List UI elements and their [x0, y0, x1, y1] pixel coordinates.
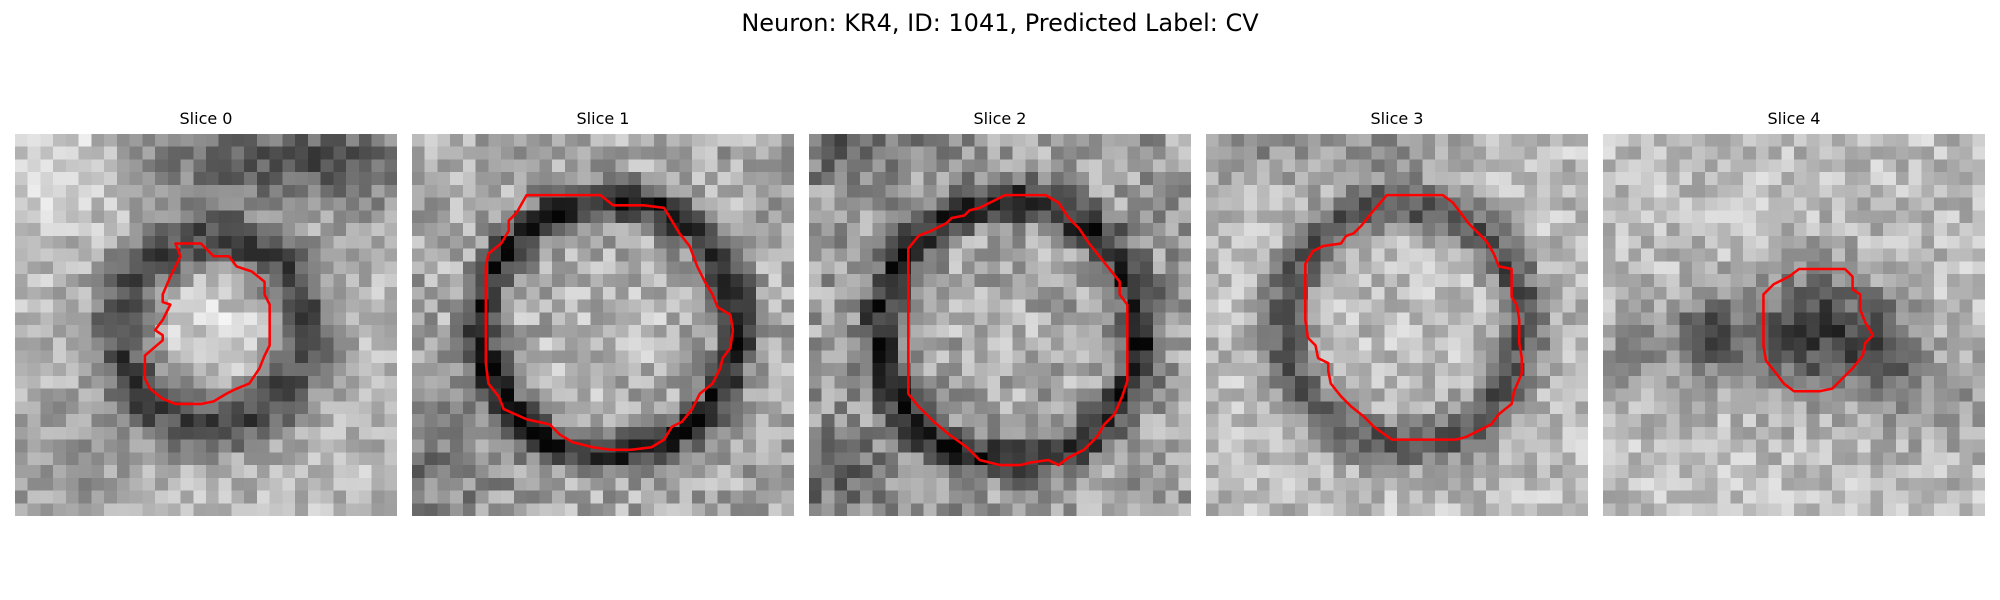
- slice-image: [809, 134, 1191, 516]
- slice-title: Slice 1: [576, 109, 630, 128]
- slice-title: Slice 3: [1370, 109, 1424, 128]
- slice-title: Slice 4: [1767, 109, 1821, 128]
- cell-contour: [1762, 267, 1875, 393]
- cell-contour: [1304, 193, 1524, 441]
- slice-panel-0: Slice 0: [15, 108, 397, 516]
- pixel-grid: [15, 134, 397, 516]
- cell-contour: [484, 193, 735, 452]
- cell-contour: [143, 242, 271, 406]
- cell-contour: [907, 193, 1129, 467]
- slice-image: [412, 134, 794, 516]
- pixel-grid: [809, 134, 1191, 516]
- pixel-grid: [1206, 134, 1588, 516]
- slice-panel-2: Slice 2: [809, 108, 1191, 516]
- slice-image: [1603, 134, 1985, 516]
- pixel-grid: [412, 134, 794, 516]
- slice-panel-4: Slice 4: [1603, 108, 1985, 516]
- slice-image: [1206, 134, 1588, 516]
- slice-panel-1: Slice 1: [412, 108, 794, 516]
- figure-title: Neuron: KR4, ID: 1041, Predicted Label: …: [741, 9, 1259, 37]
- pixel-grid: [1603, 134, 1985, 516]
- slice-title: Slice 0: [179, 109, 233, 128]
- slice-image: [15, 134, 397, 516]
- slice-panel-3: Slice 3: [1206, 108, 1588, 516]
- slice-title: Slice 2: [973, 109, 1027, 128]
